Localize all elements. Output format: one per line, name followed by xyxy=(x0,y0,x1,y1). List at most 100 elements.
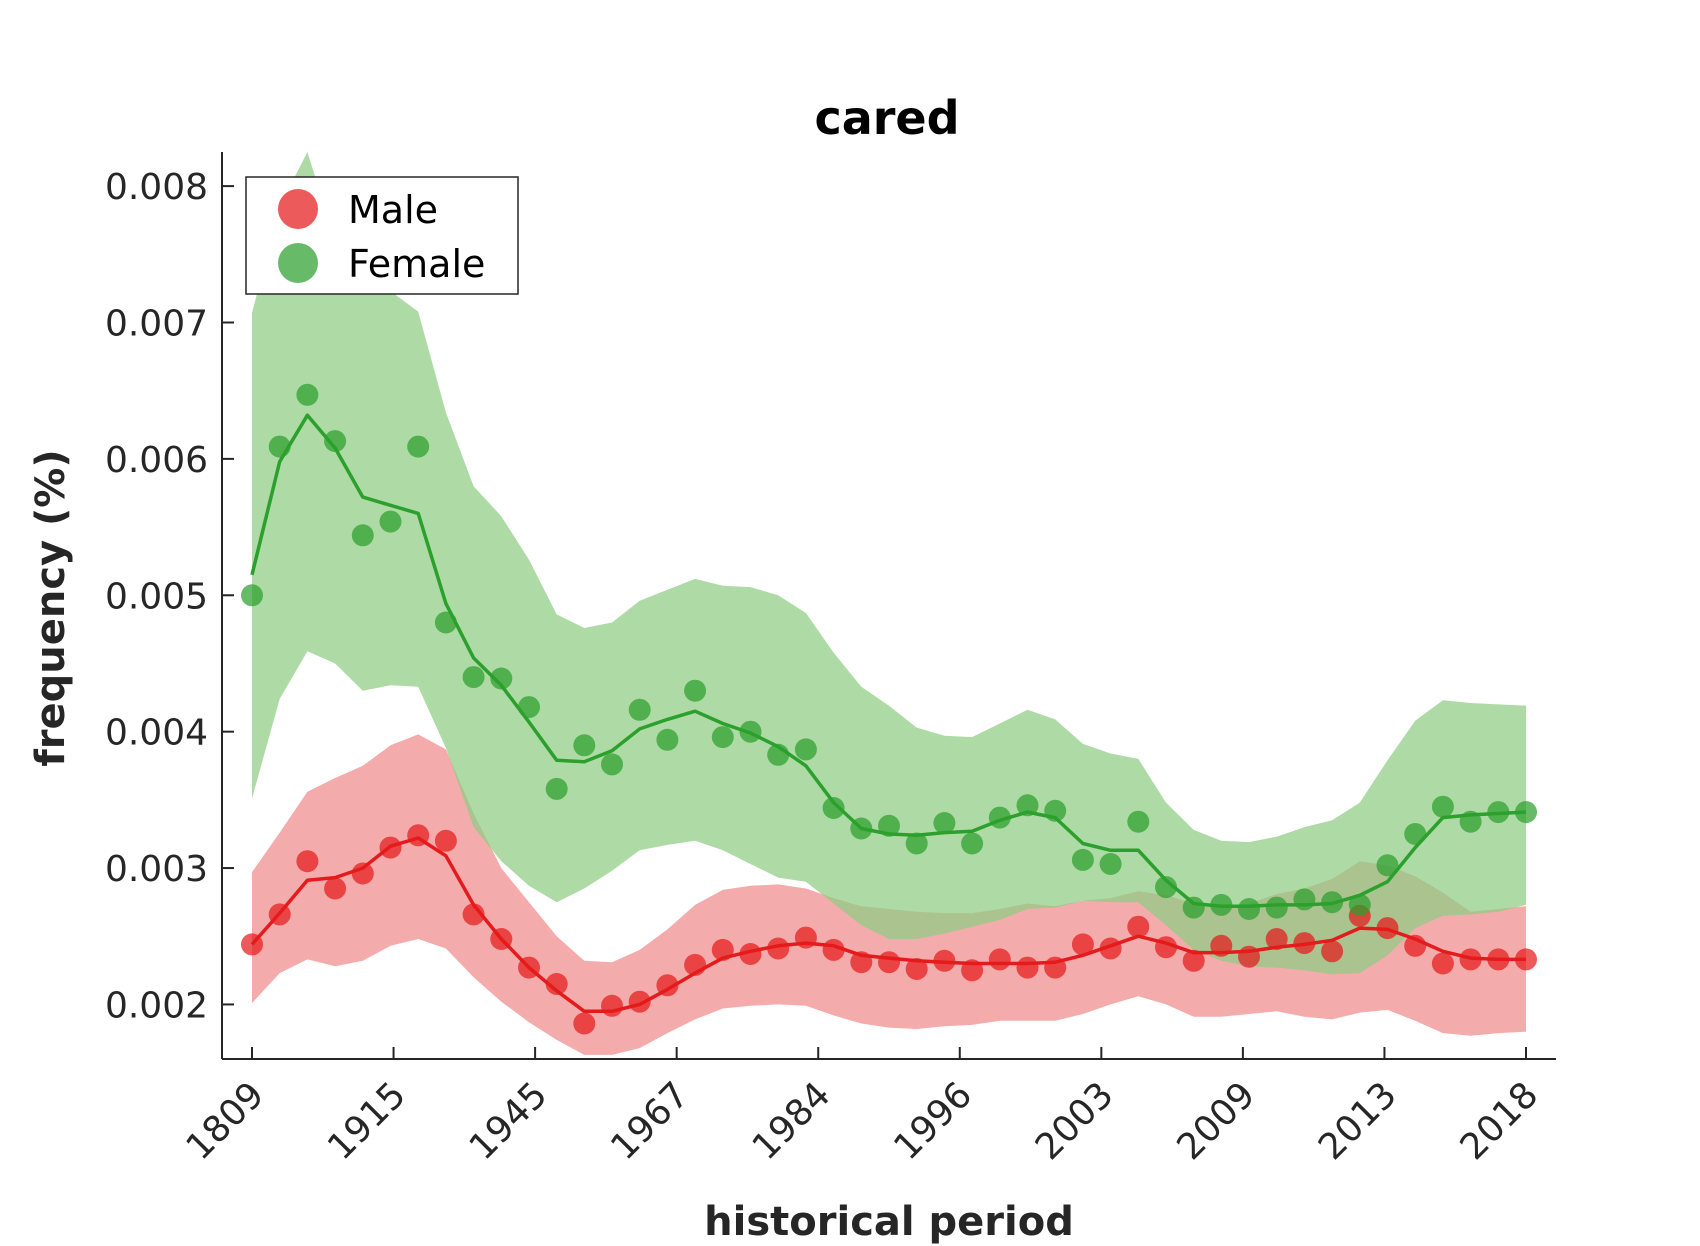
male-data-point xyxy=(1376,917,1399,940)
male-data-point xyxy=(324,877,347,900)
male-data-point xyxy=(545,973,568,995)
female-data-point xyxy=(241,584,263,607)
female-data-point xyxy=(379,510,402,533)
female-data-point xyxy=(1515,801,1537,824)
male-data-point xyxy=(268,903,291,926)
male-data-point xyxy=(601,994,623,1017)
female-data-point xyxy=(1210,893,1233,916)
legend-female-marker xyxy=(278,243,318,283)
male-data-point xyxy=(351,862,374,885)
male-data-point xyxy=(878,951,900,974)
chart-title: cared xyxy=(814,91,959,145)
male-data-point xyxy=(1459,948,1482,971)
male-data-point xyxy=(1127,915,1150,938)
female-data-point xyxy=(1016,794,1039,817)
male-data-point xyxy=(822,938,845,961)
male-data-point xyxy=(961,959,984,982)
x-tick-label: 1967 xyxy=(603,1074,697,1168)
male-data-point xyxy=(296,850,319,873)
female-data-point xyxy=(1127,810,1150,833)
female-data-point xyxy=(1348,893,1371,916)
x-tick-label: 2003 xyxy=(1028,1074,1122,1168)
y-tick-label: 0.008 xyxy=(105,167,208,208)
female-data-point xyxy=(1044,799,1067,822)
female-data-point xyxy=(462,666,485,689)
y-tick-label: 0.007 xyxy=(105,303,208,344)
female-data-point xyxy=(850,817,873,840)
female-data-point xyxy=(1238,898,1260,920)
male-data-point xyxy=(711,938,734,961)
male-data-point xyxy=(1016,956,1039,979)
female-data-point xyxy=(296,383,319,406)
female-data-point xyxy=(1404,823,1427,845)
female-data-point xyxy=(656,728,679,751)
female-data-point xyxy=(324,430,347,453)
plot-area xyxy=(241,152,1537,1055)
male-data-point xyxy=(1515,948,1537,971)
female-data-point xyxy=(711,726,734,749)
female-confidence-band xyxy=(252,152,1526,975)
female-data-point xyxy=(1376,854,1399,877)
male-data-point xyxy=(1321,940,1344,963)
male-data-point xyxy=(1155,936,1177,959)
male-data-point xyxy=(1210,934,1233,957)
male-data-point xyxy=(379,836,402,859)
male-data-point xyxy=(850,951,873,974)
female-data-point xyxy=(794,738,817,761)
y-axis-label: frequency (%) xyxy=(28,449,74,766)
female-data-point xyxy=(988,806,1011,829)
y-tick-label: 0.004 xyxy=(105,713,208,754)
female-data-point xyxy=(1182,896,1205,919)
x-tick-label: 1996 xyxy=(886,1074,980,1168)
male-data-point xyxy=(1293,932,1316,955)
male-data-point xyxy=(518,956,540,979)
male-data-point xyxy=(794,926,817,949)
legend-male-marker xyxy=(278,189,318,229)
x-tick-label: 1915 xyxy=(320,1074,414,1168)
data-points xyxy=(241,383,1537,1035)
female-data-point xyxy=(739,720,762,743)
female-data-point xyxy=(1293,888,1316,911)
female-data-point xyxy=(518,696,540,719)
female-data-point xyxy=(767,743,790,766)
male-data-point xyxy=(988,948,1011,971)
legend-male-label: Male xyxy=(348,188,438,232)
legend-female-label: Female xyxy=(348,242,485,286)
male-data-point xyxy=(1404,934,1427,957)
female-data-point xyxy=(1155,876,1177,899)
male-data-point xyxy=(462,903,485,926)
x-ticks: 1809 1915 1945 1967 1984 1996 2003 2009 2013 2018 xyxy=(179,1047,1547,1168)
female-data-point xyxy=(933,812,956,834)
x-tick-label: 2018 xyxy=(1453,1074,1547,1168)
x-tick-label: 1945 xyxy=(462,1074,556,1168)
male-data-point xyxy=(407,824,430,847)
male-data-point xyxy=(1099,937,1122,960)
female-data-point xyxy=(628,698,651,721)
male-data-point xyxy=(1431,952,1454,975)
male-data-point xyxy=(434,829,457,852)
male-data-point xyxy=(933,949,956,972)
female-data-point xyxy=(268,435,291,458)
male-confidence-band xyxy=(252,734,1526,1055)
female-data-point xyxy=(1487,801,1510,824)
female-data-point xyxy=(878,814,900,837)
x-axis-label: historical period xyxy=(704,1199,1074,1245)
y-tick-label: 0.005 xyxy=(105,576,208,617)
male-data-point xyxy=(573,1012,596,1035)
x-tick-label: 1984 xyxy=(745,1074,839,1168)
female-data-point xyxy=(434,611,457,634)
male-data-point xyxy=(1044,956,1067,979)
male-data-point xyxy=(241,933,263,956)
female-data-point xyxy=(545,777,568,800)
female-data-point xyxy=(684,679,707,702)
male-data-point xyxy=(490,928,513,950)
male-data-point xyxy=(1182,949,1205,972)
female-data-point xyxy=(1459,810,1482,833)
male-data-point xyxy=(1071,933,1094,956)
y-tick-label: 0.003 xyxy=(105,849,208,890)
confidence-bands xyxy=(252,152,1526,1055)
female-data-point xyxy=(1321,891,1344,914)
male-data-point xyxy=(628,990,651,1013)
female-data-point xyxy=(905,832,928,855)
